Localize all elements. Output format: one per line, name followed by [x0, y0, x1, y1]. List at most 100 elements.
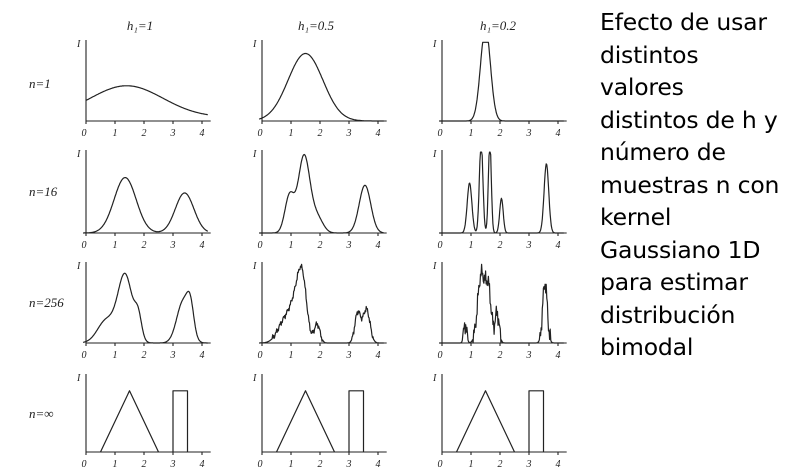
- caption-line: Efecto de usar: [600, 8, 767, 36]
- x-tick-label: 3: [526, 128, 532, 139]
- y-axis-label: I: [252, 149, 257, 160]
- density-panel: I 0 1 2 3 4: [252, 149, 387, 251]
- density-curve: [259, 263, 384, 344]
- caption-line: para estimar: [600, 268, 748, 296]
- density-curve: [258, 52, 384, 122]
- x-tick-label: 3: [170, 459, 176, 470]
- caption-line: kernel: [600, 203, 672, 231]
- x-tick-label: 3: [526, 459, 532, 470]
- x-tick-label: 1: [469, 459, 474, 470]
- x-tick-label: 2: [142, 459, 147, 470]
- x-tick-label: 1: [113, 350, 118, 361]
- caption-line: Gaussiano 1D: [600, 235, 761, 264]
- x-tick-label: 0: [438, 350, 443, 361]
- density-panel: I 0 1 2 3 4: [76, 373, 211, 470]
- x-tick-label: 4: [200, 459, 205, 470]
- x-tick-label: 4: [200, 240, 205, 251]
- y-axis-label: I: [432, 373, 437, 384]
- y-axis-label: I: [252, 39, 257, 50]
- density-curve: [439, 151, 564, 234]
- x-tick-label: 0: [258, 350, 263, 361]
- x-tick-label: 0: [82, 240, 87, 251]
- x-tick-label: 3: [170, 240, 176, 251]
- x-tick-label: 0: [258, 459, 263, 470]
- x-tick-label: 2: [318, 240, 323, 251]
- x-tick-label: 0: [438, 128, 443, 139]
- caption-line: valores: [600, 73, 684, 101]
- density-panel: I 0 1 2 3 4: [432, 39, 567, 139]
- density-curve: [439, 41, 564, 122]
- y-axis-label: I: [432, 261, 437, 272]
- y-axis-label: I: [252, 373, 257, 384]
- x-tick-label: 3: [346, 240, 352, 251]
- x-tick-label: 0: [82, 459, 87, 470]
- density-curve: [259, 153, 384, 234]
- density-panel: I 0 1 2 3 4: [76, 149, 211, 251]
- density-panel: I 0 1 2 3 4: [76, 261, 211, 361]
- x-tick-label: 4: [556, 459, 561, 470]
- x-tick-label: 2: [142, 350, 147, 361]
- caption-line: muestras n con: [600, 170, 780, 199]
- density-curve: [99, 390, 189, 453]
- density-curve: [83, 177, 208, 234]
- caption: Efecto de usar distintos valores distint…: [600, 6, 805, 364]
- column-labels: h₁=1 h₁=0.5 h₁=0.2: [127, 18, 517, 33]
- row-label: n=256: [29, 295, 64, 310]
- caption-line: número de: [600, 138, 726, 166]
- x-tick-label: 3: [346, 459, 352, 470]
- caption-line: distintos: [600, 40, 699, 69]
- x-tick-label: 1: [469, 240, 474, 251]
- x-tick-label: 4: [556, 128, 561, 139]
- x-tick-label: 1: [469, 128, 474, 139]
- x-tick-label: 1: [289, 240, 294, 251]
- y-axis-label: I: [76, 261, 81, 272]
- x-tick-label: 3: [170, 128, 176, 139]
- row-label: n=16: [29, 184, 58, 199]
- column-label: h₁=0.2: [480, 18, 517, 33]
- column-label: h₁=1: [127, 18, 153, 33]
- y-axis-label: I: [76, 149, 81, 160]
- x-tick-label: 1: [469, 350, 474, 361]
- x-tick-label: 3: [346, 128, 352, 139]
- x-tick-label: 4: [376, 240, 381, 251]
- y-axis-label: I: [432, 39, 437, 50]
- x-tick-label: 4: [556, 240, 561, 251]
- x-tick-label: 4: [376, 459, 381, 470]
- x-tick-label: 2: [498, 459, 503, 470]
- x-tick-label: 2: [318, 128, 323, 139]
- x-tick-label: 2: [498, 240, 503, 251]
- x-tick-label: 1: [289, 350, 294, 361]
- density-curve: [439, 263, 564, 344]
- x-tick-label: 4: [200, 128, 205, 139]
- caption-line: bimodal: [600, 333, 694, 361]
- density-panel: I 0 1 2 3 4: [252, 373, 387, 470]
- x-tick-label: 0: [82, 350, 87, 361]
- x-tick-label: 2: [318, 350, 323, 361]
- density-panel: I 0 1 2 3 4: [252, 261, 387, 361]
- caption-line: distintos de h y: [600, 105, 778, 134]
- column-label: h₁=0.5: [298, 18, 335, 33]
- x-tick-label: 1: [289, 459, 294, 470]
- density-curve: [82, 272, 208, 344]
- y-axis-label: I: [76, 373, 81, 384]
- x-tick-label: 0: [82, 128, 87, 139]
- x-tick-label: 0: [438, 240, 443, 251]
- density-curve: [455, 390, 545, 453]
- x-tick-label: 2: [498, 350, 503, 361]
- caption-line: distribución: [600, 300, 736, 329]
- density-panel: I 0 1 2 3 4: [76, 39, 211, 139]
- x-tick-label: 3: [346, 350, 352, 361]
- density-panel: I 0 1 2 3 4: [252, 39, 387, 139]
- y-axis-label: I: [76, 39, 81, 50]
- x-tick-label: 0: [258, 240, 263, 251]
- density-curve: [275, 390, 365, 453]
- x-tick-label: 3: [526, 350, 532, 361]
- x-tick-label: 4: [556, 350, 561, 361]
- x-tick-label: 1: [289, 128, 294, 139]
- density-curve: [85, 85, 208, 116]
- row-labels: n=1 n=16 n=256 n=∞: [29, 76, 64, 421]
- y-axis-label: I: [432, 149, 437, 160]
- density-panel: I 0 1 2 3 4: [432, 261, 567, 361]
- x-tick-label: 1: [113, 459, 118, 470]
